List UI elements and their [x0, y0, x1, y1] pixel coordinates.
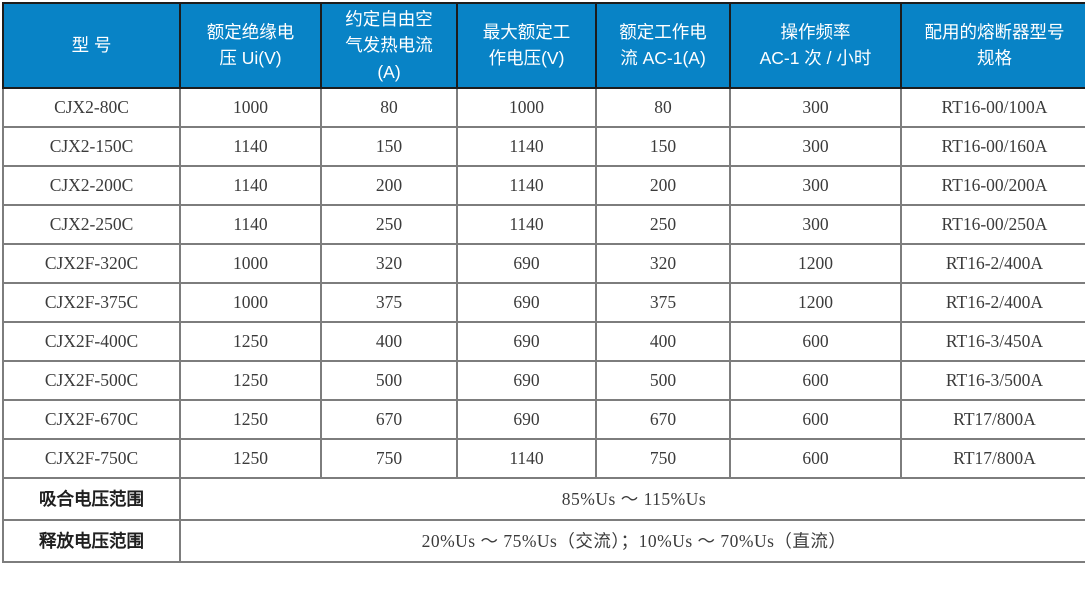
model-cell: CJX2-250C [2, 203, 181, 245]
value-cell: RT16-2/400A [900, 242, 1085, 284]
value-cell: 320 [595, 242, 731, 284]
table-row: CJX2F-500C 1250 500 690 500 600 RT16-3/500A [2, 359, 1085, 401]
value-cell: 600 [729, 398, 902, 440]
table-row: CJX2F-670C 1250 670 690 670 600 RT17/800A [2, 398, 1085, 440]
column-header-fuse-spec: 配用的熔断器型号 规格 [900, 2, 1085, 89]
spec-table-footer: 吸合电压范围 85%Us ～ 115%Us 释放电压范围 20%Us ～ 75%… [2, 476, 1085, 563]
column-header-insulation-voltage: 额定绝缘电 压 Ui(V) [179, 2, 322, 89]
value-cell: 80 [320, 86, 458, 128]
value-cell: 150 [595, 125, 731, 167]
value-cell: 375 [595, 281, 731, 323]
model-cell: CJX2F-500C [2, 359, 181, 401]
value-cell: RT16-00/160A [900, 125, 1085, 167]
release-voltage-range-row: 释放电压范围 20%Us ～ 75%Us（交流）；10%Us ～ 70%Us（直… [2, 518, 1085, 563]
value-cell: 1000 [179, 281, 322, 323]
model-cell: CJX2-80C [2, 86, 181, 128]
value-cell: 300 [729, 203, 902, 245]
value-cell: 200 [595, 164, 731, 206]
value-cell: RT16-00/100A [900, 86, 1085, 128]
value-cell: 670 [320, 398, 458, 440]
column-header-operating-frequency: 操作频率 AC-1 次 / 小时 [729, 2, 902, 89]
value-cell: 600 [729, 437, 902, 479]
value-cell: 690 [456, 398, 597, 440]
model-cell: CJX2-150C [2, 125, 181, 167]
table-row: CJX2-250C 1140 250 1140 250 300 RT16-00/250A [2, 203, 1085, 245]
pickup-voltage-range-value: 85%Us ～ 115%Us [179, 476, 1085, 521]
model-cell: CJX2F-750C [2, 437, 181, 479]
value-cell: 1250 [179, 320, 322, 362]
value-cell: 1250 [179, 398, 322, 440]
value-cell: 600 [729, 359, 902, 401]
value-cell: 1140 [179, 164, 322, 206]
value-cell: 250 [320, 203, 458, 245]
column-header-thermal-current: 约定自由空 气发热电流 (A) [320, 2, 458, 89]
value-cell: 400 [320, 320, 458, 362]
value-cell: 670 [595, 398, 731, 440]
table-row: CJX2F-750C 1250 750 1140 750 600 RT17/800A [2, 437, 1085, 479]
spec-table-body: CJX2-80C 1000 80 1000 80 300 RT16-00/100A CJX2-… [2, 86, 1085, 479]
column-header-model: 型 号 [2, 2, 181, 89]
value-cell: 1140 [179, 125, 322, 167]
value-cell: 300 [729, 125, 902, 167]
value-cell: 750 [595, 437, 731, 479]
value-cell: 600 [729, 320, 902, 362]
table-row: CJX2-150C 1140 150 1140 150 300 RT16-00/160A [2, 125, 1085, 167]
value-cell: 375 [320, 281, 458, 323]
value-cell: 690 [456, 242, 597, 284]
value-cell: 150 [320, 125, 458, 167]
value-cell: 1200 [729, 281, 902, 323]
value-cell: 690 [456, 320, 597, 362]
value-cell: 1140 [179, 203, 322, 245]
value-cell: 690 [456, 281, 597, 323]
table-row: CJX2F-400C 1250 400 690 400 600 RT16-3/450A [2, 320, 1085, 362]
value-cell: 1140 [456, 164, 597, 206]
value-cell: RT16-00/200A [900, 164, 1085, 206]
value-cell: 500 [320, 359, 458, 401]
value-cell: 1250 [179, 359, 322, 401]
table-row: CJX2-200C 1140 200 1140 200 300 RT16-00/200A [2, 164, 1085, 206]
value-cell: RT17/800A [900, 437, 1085, 479]
table-row: CJX2-80C 1000 80 1000 80 300 RT16-00/100A [2, 86, 1085, 128]
row-label-release-voltage-range: 释放电压范围 [2, 518, 181, 563]
value-cell: 750 [320, 437, 458, 479]
model-cell: CJX2F-320C [2, 242, 181, 284]
value-cell: 1140 [456, 437, 597, 479]
contactor-spec-table: 型 号 额定绝缘电 压 Ui(V) 约定自由空 气发热电流 (A) 最大额定工 … [2, 2, 1085, 563]
value-cell: RT16-3/450A [900, 320, 1085, 362]
value-cell: 200 [320, 164, 458, 206]
value-cell: 300 [729, 86, 902, 128]
column-header-max-working-voltage: 最大额定工 作电压(V) [456, 2, 597, 89]
value-cell: 1250 [179, 437, 322, 479]
column-header-working-current: 额定工作电 流 AC-1(A) [595, 2, 731, 89]
value-cell: 500 [595, 359, 731, 401]
pickup-voltage-range-row: 吸合电压范围 85%Us ～ 115%Us [2, 476, 1085, 521]
model-cell: CJX2F-400C [2, 320, 181, 362]
table-row: CJX2F-375C 1000 375 690 375 1200 RT16-2/400A [2, 281, 1085, 323]
value-cell: 250 [595, 203, 731, 245]
model-cell: CJX2-200C [2, 164, 181, 206]
value-cell: RT16-00/250A [900, 203, 1085, 245]
value-cell: 1200 [729, 242, 902, 284]
model-cell: CJX2F-670C [2, 398, 181, 440]
value-cell: 400 [595, 320, 731, 362]
row-label-pickup-voltage-range: 吸合电压范围 [2, 476, 181, 521]
value-cell: 1140 [456, 125, 597, 167]
spec-table-header: 型 号 额定绝缘电 压 Ui(V) 约定自由空 气发热电流 (A) 最大额定工 … [2, 2, 1085, 89]
model-cell: CJX2F-375C [2, 281, 181, 323]
value-cell: 320 [320, 242, 458, 284]
value-cell: 690 [456, 359, 597, 401]
value-cell: 1000 [179, 86, 322, 128]
value-cell: RT16-2/400A [900, 281, 1085, 323]
value-cell: 80 [595, 86, 731, 128]
value-cell: RT16-3/500A [900, 359, 1085, 401]
value-cell: RT17/800A [900, 398, 1085, 440]
value-cell: 1000 [456, 86, 597, 128]
table-row: CJX2F-320C 1000 320 690 320 1200 RT16-2/400A [2, 242, 1085, 284]
header-row: 型 号 额定绝缘电 压 Ui(V) 约定自由空 气发热电流 (A) 最大额定工 … [2, 2, 1085, 89]
value-cell: 1140 [456, 203, 597, 245]
release-voltage-range-value: 20%Us ～ 75%Us（交流）；10%Us ～ 70%Us（直流） [179, 518, 1085, 563]
value-cell: 300 [729, 164, 902, 206]
value-cell: 1000 [179, 242, 322, 284]
